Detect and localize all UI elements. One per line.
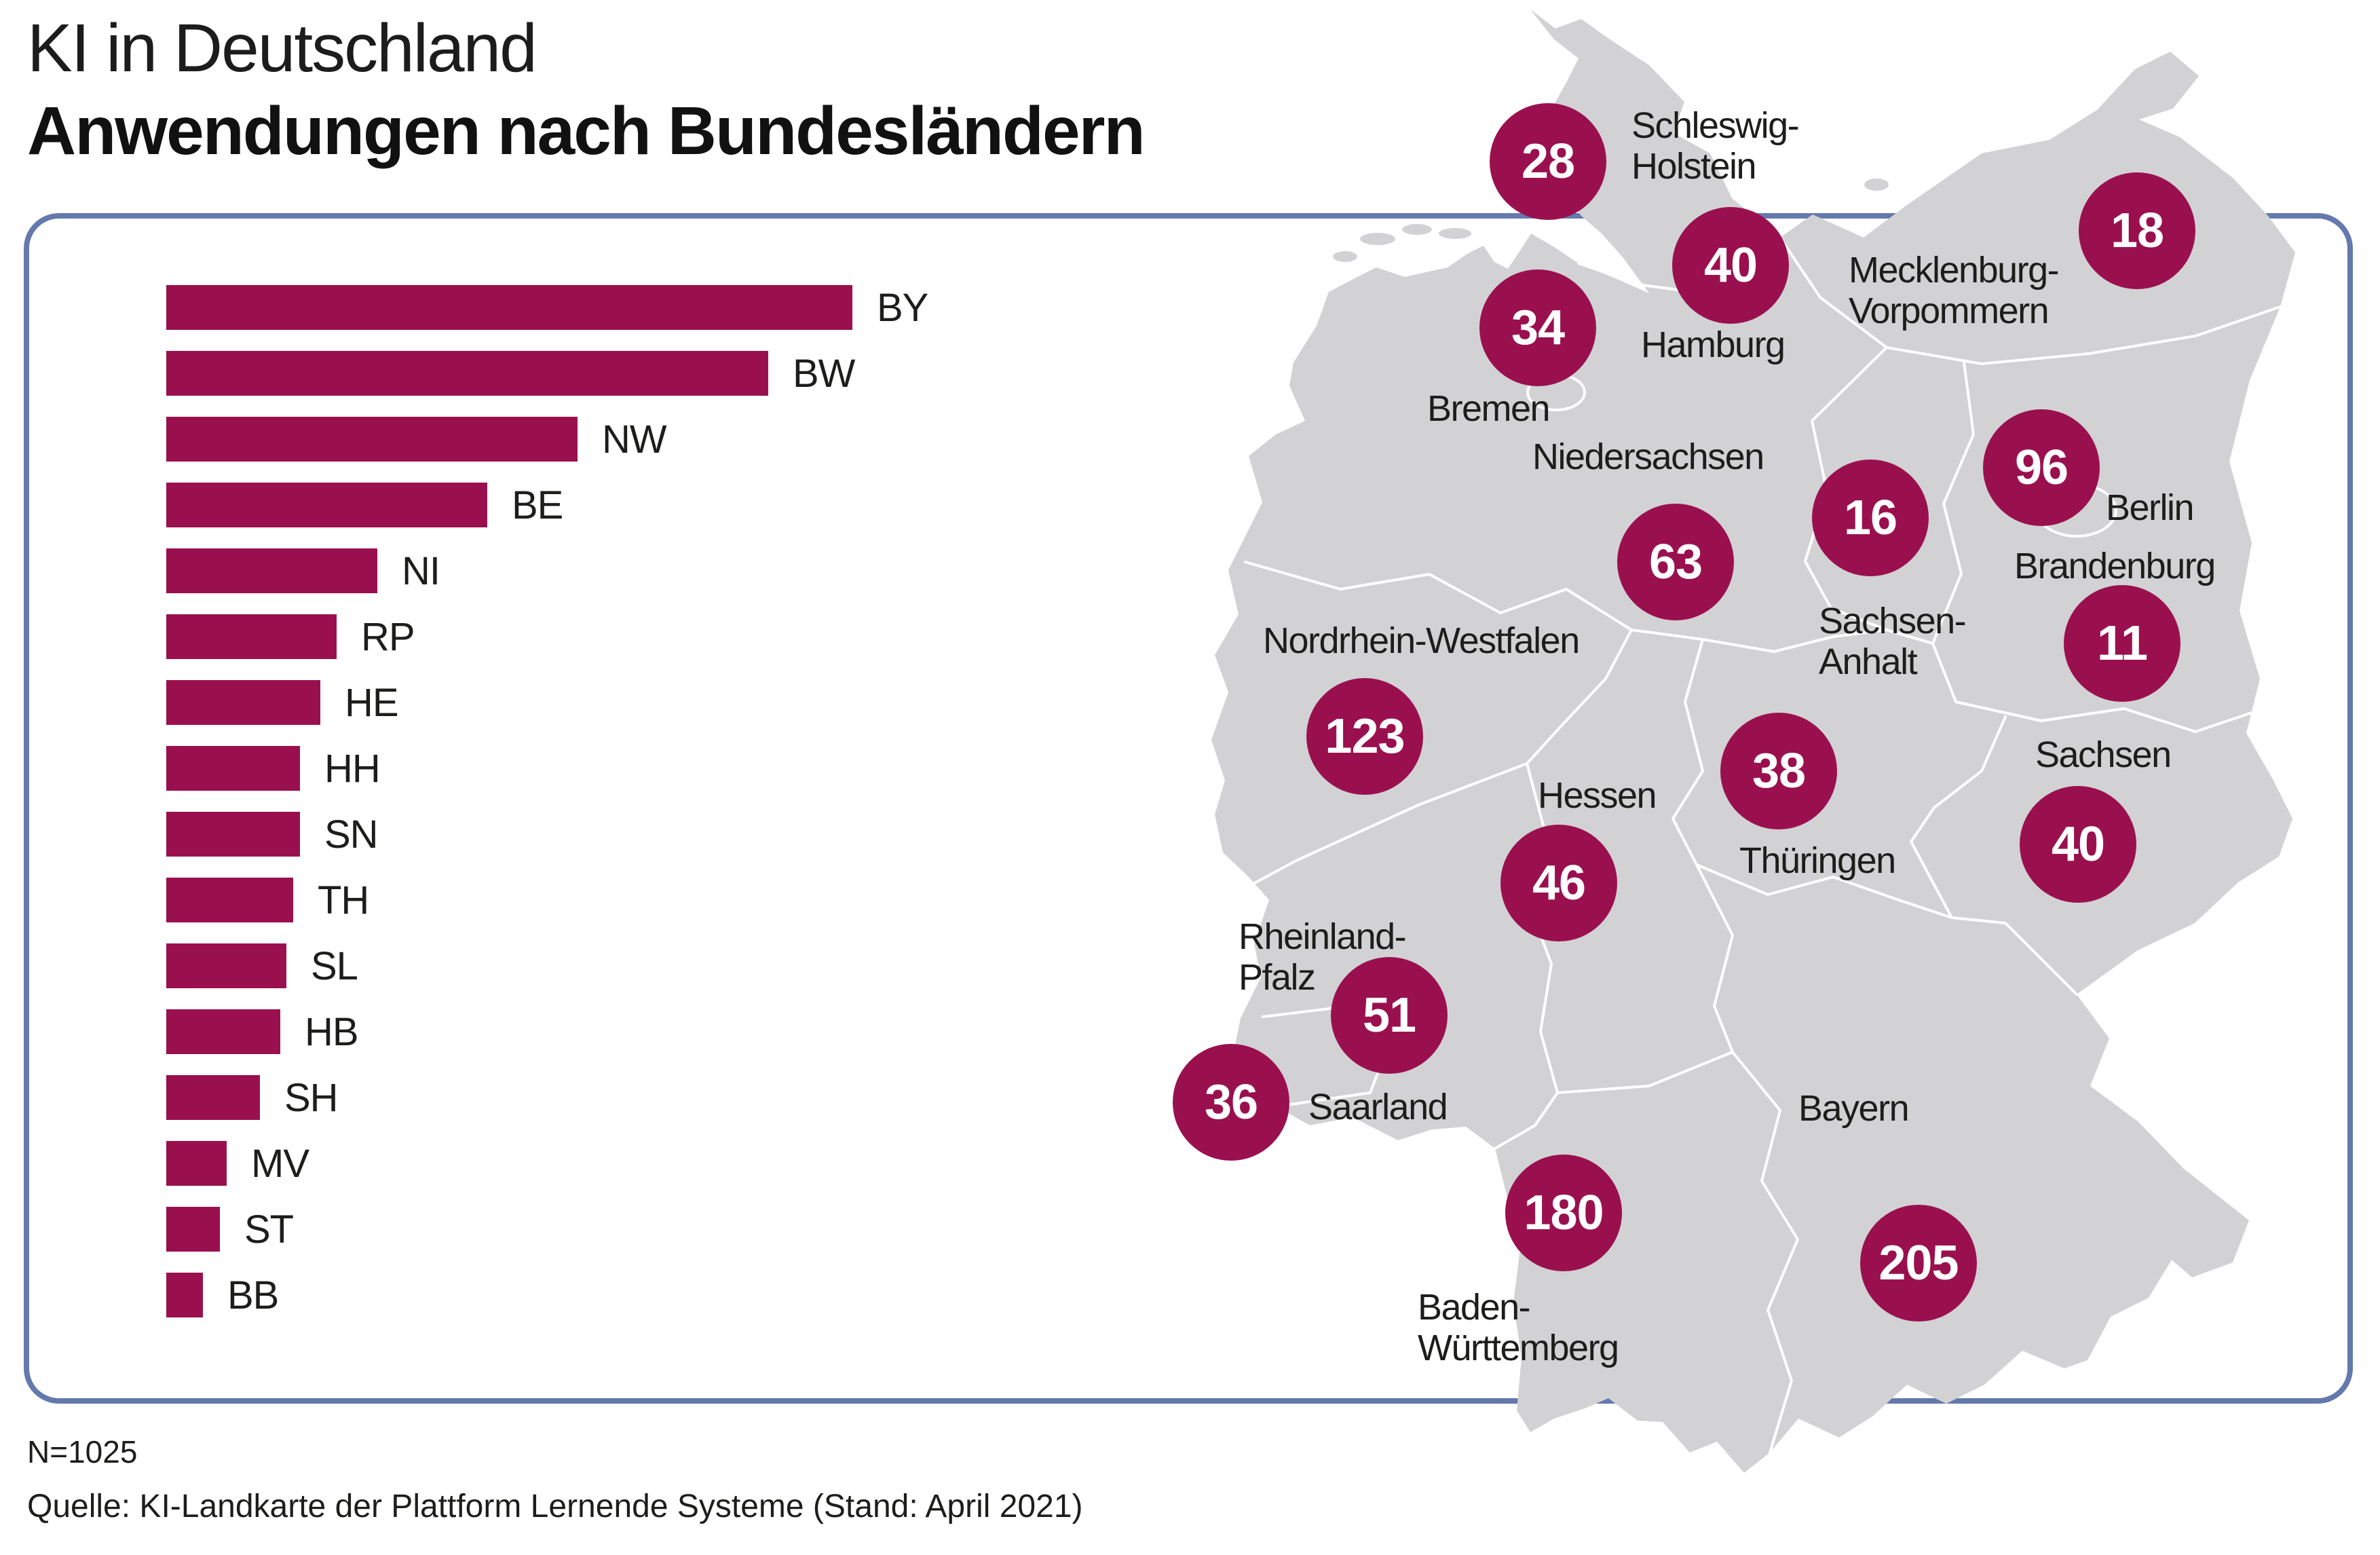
island: [1402, 224, 1432, 235]
bar-row: SH: [166, 1075, 928, 1120]
bar-label-rp: RP: [361, 614, 415, 659]
bar-bb: [166, 1273, 203, 1317]
bar-label-hh: HH: [324, 746, 381, 791]
bar-he: [166, 680, 320, 725]
content-panel-border: [24, 213, 2353, 1404]
bar-label-by: BY: [877, 285, 928, 330]
bar-sl: [166, 943, 286, 988]
bar-row: BE: [166, 483, 928, 527]
label-sachsen-anhalt: Sachsen- Anhalt: [1819, 601, 1967, 682]
bar-mv: [166, 1141, 227, 1186]
bar-sh: [166, 1075, 260, 1120]
bar-label-sn: SN: [324, 812, 379, 857]
label-bremen: Bremen: [1427, 388, 1551, 429]
label-schleswig-holstein: Schleswig- Holstein: [1631, 105, 1800, 187]
bar-row: HB: [166, 1009, 928, 1054]
bar-label-ni: NI: [402, 548, 440, 593]
bar-sn: [166, 812, 300, 857]
bar-row: SL: [166, 943, 928, 988]
bar-label-bw: BW: [793, 351, 855, 396]
bar-hh: [166, 746, 300, 791]
bar-row: SN: [166, 812, 928, 857]
value-circle-hamburg: 40: [1672, 207, 1789, 324]
bar-rp: [166, 614, 337, 659]
label-hamburg: Hamburg: [1641, 324, 1786, 365]
value-circle-saarland: 36: [1173, 1044, 1289, 1161]
value-circle-rheinland-pfalz: 51: [1331, 957, 1448, 1074]
source-note: Quelle: KI-Landkarte der Plattform Lerne…: [27, 1488, 1083, 1524]
label-bayern: Bayern: [1798, 1088, 1910, 1129]
bar-nw: [166, 417, 578, 462]
bar-row: TH: [166, 878, 928, 922]
bar-st: [166, 1207, 220, 1252]
bar-row: MV: [166, 1141, 928, 1186]
bar-hb: [166, 1009, 280, 1054]
value-circle-brandenburg: 11: [2064, 585, 2180, 702]
label-thueringen: Thüringen: [1739, 840, 1896, 881]
label-saarland: Saarland: [1308, 1087, 1448, 1127]
bar-label-mv: MV: [251, 1141, 309, 1186]
value-circle-sachsen: 40: [2020, 786, 2136, 903]
value-circle-nordrhein-westfalen: 123: [1306, 678, 1423, 795]
bar-label-th: TH: [318, 878, 369, 922]
bar-row: BB: [166, 1273, 928, 1317]
bar-by: [166, 285, 852, 330]
bar-label-sl: SL: [311, 943, 358, 988]
bar-bw: [166, 351, 768, 396]
value-circle-berlin: 96: [1983, 409, 2100, 526]
title-line-2: Anwendungen nach Bundesländern: [27, 93, 1146, 169]
label-nordrhein-westfalen: Nordrhein-Westfalen: [1263, 620, 1580, 661]
bar-th: [166, 878, 293, 922]
value-circle-niedersachsen: 63: [1617, 504, 1734, 620]
value-circle-schleswig-holstein: 28: [1490, 103, 1606, 220]
bar-label-hb: HB: [305, 1009, 359, 1054]
bar-label-he: HE: [345, 680, 399, 725]
label-mecklenburg-vorpommern: Mecklenburg- Vorpommern: [1849, 250, 2060, 331]
island: [1864, 179, 1889, 191]
label-rheinland-pfalz: Rheinland- Pfalz: [1239, 916, 1407, 998]
bar-label-st: ST: [244, 1207, 294, 1252]
label-sachsen: Sachsen: [2035, 734, 2172, 775]
bar-row: HE: [166, 680, 928, 725]
bar-label-bb: BB: [227, 1273, 279, 1317]
bar-row: RP: [166, 614, 928, 659]
island: [1333, 251, 1357, 262]
state-bar-chart: BY BW NW BE NI RP HE HH SN TH SL HB SH M…: [166, 285, 928, 1317]
bar-ni: [166, 548, 377, 593]
bar-label-be: BE: [512, 483, 563, 527]
germany-map: Schleswig- Holstein Hamburg Mecklenburg- V…: [1173, 0, 2362, 1534]
value-circle-sachsen-anhalt: 16: [1812, 460, 1929, 576]
bar-row: NI: [166, 548, 928, 593]
value-circle-thueringen: 38: [1720, 713, 1837, 829]
bar-label-sh: SH: [284, 1075, 339, 1120]
value-circle-hessen: 46: [1500, 825, 1617, 941]
value-circle-bremen: 34: [1479, 269, 1596, 386]
value-circle-baden-wuerttemberg: 180: [1505, 1155, 1622, 1271]
bar-be: [166, 483, 487, 527]
page-title: KI in Deutschland Anwendungen nach Bunde…: [27, 7, 1146, 172]
value-circle-mecklenburg-vorpommern: 18: [2079, 172, 2195, 289]
value-circle-bayern: 205: [1860, 1205, 1977, 1322]
bar-row: ST: [166, 1207, 928, 1252]
label-berlin: Berlin: [2106, 487, 2195, 528]
bar-label-nw: NW: [602, 417, 667, 462]
island: [1439, 228, 1471, 239]
bar-row: NW: [166, 417, 928, 462]
title-line-1: KI in Deutschland: [27, 10, 537, 86]
bar-row: BY: [166, 285, 928, 330]
label-brandenburg: Brandenburg: [2014, 546, 2216, 586]
label-niedersachsen: Niedersachsen: [1532, 436, 1764, 477]
bar-row: HH: [166, 746, 928, 791]
label-baden-wuerttemberg: Baden- Württemberg: [1418, 1287, 1619, 1368]
label-hessen: Hessen: [1538, 775, 1657, 816]
bar-row: BW: [166, 351, 928, 396]
island: [1360, 233, 1395, 245]
sample-size-note: N=1025: [27, 1434, 138, 1469]
